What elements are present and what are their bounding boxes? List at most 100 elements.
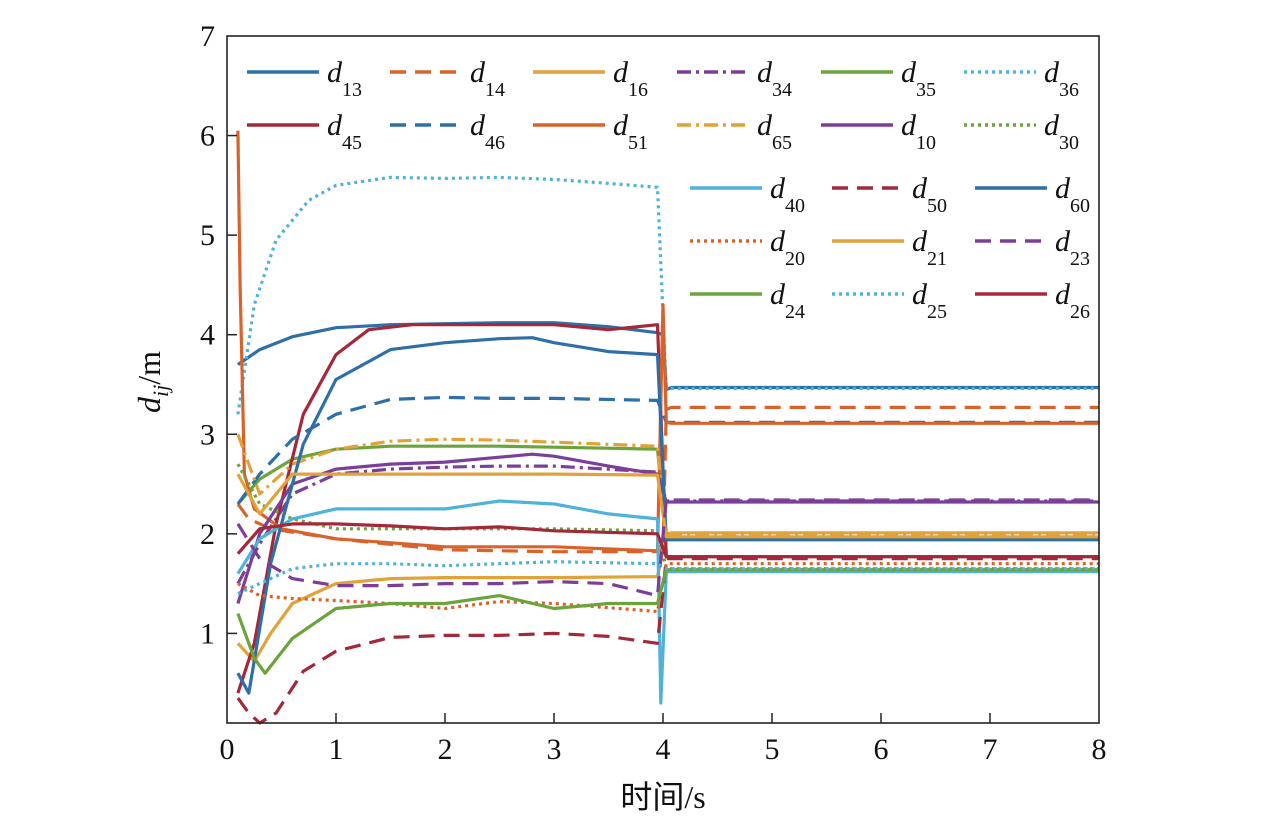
y-axis-title: dij/m bbox=[131, 351, 173, 413]
x-tick-label: 6 bbox=[874, 733, 889, 766]
legend-label-subscript: 16 bbox=[628, 79, 648, 101]
legend-label: d65 bbox=[757, 109, 792, 154]
legend-label: d21 bbox=[912, 225, 947, 270]
series-line-d50 bbox=[236, 557, 1099, 725]
y-tick-label: 3 bbox=[200, 418, 215, 451]
legend-label-subscript: 51 bbox=[628, 132, 648, 154]
legend-label: d34 bbox=[757, 56, 792, 101]
x-tick-label: 0 bbox=[220, 733, 235, 766]
legend-item-d65: d65 bbox=[677, 109, 792, 154]
legend-label-symbol: d bbox=[770, 278, 786, 311]
legend-label: d25 bbox=[912, 278, 947, 323]
legend: d13d14d16d34d35d36d45d46d51d65d10d30d40d… bbox=[247, 56, 1090, 323]
legend-item-d20: d20 bbox=[690, 225, 805, 270]
legend-label-symbol: d bbox=[901, 56, 917, 89]
legend-label-subscript: 10 bbox=[916, 132, 936, 154]
legend-label: d46 bbox=[470, 109, 505, 154]
legend-label-symbol: d bbox=[1044, 56, 1060, 89]
y-tick-label: 2 bbox=[200, 518, 215, 551]
x-tick-label: 8 bbox=[1092, 733, 1107, 766]
legend-label-subscript: 45 bbox=[342, 132, 362, 154]
legend-label: d51 bbox=[613, 109, 648, 154]
legend-item-d16: d16 bbox=[533, 56, 648, 101]
series-line-d24 bbox=[236, 568, 1099, 675]
legend-label: d13 bbox=[327, 56, 362, 101]
legend-label-symbol: d bbox=[470, 56, 486, 89]
legend-label-symbol: d bbox=[1055, 172, 1071, 205]
legend-label-subscript: 46 bbox=[485, 132, 505, 154]
legend-item-d30: d30 bbox=[964, 109, 1079, 154]
y-axis-title-sub: ij bbox=[148, 385, 173, 397]
legend-label-subscript: 60 bbox=[1070, 195, 1090, 217]
legend-label-symbol: d bbox=[613, 109, 629, 142]
legend-label-subscript: 23 bbox=[1070, 248, 1090, 270]
series-line-d65 bbox=[236, 433, 1099, 537]
y-tick-label: 4 bbox=[200, 319, 215, 352]
series-line-d20 bbox=[237, 562, 1099, 614]
legend-label-subscript: 36 bbox=[1059, 79, 1079, 101]
series-line-d26 bbox=[236, 522, 1099, 559]
x-tick-label: 7 bbox=[983, 733, 998, 766]
legend-label: d40 bbox=[770, 172, 805, 217]
series-line-d51 bbox=[236, 130, 1099, 553]
series-line-d23 bbox=[236, 498, 1099, 598]
x-axis-title: 时间/s bbox=[620, 779, 705, 815]
series-layer bbox=[236, 130, 1099, 725]
series-line-d60 bbox=[236, 336, 1099, 695]
legend-item-d25: d25 bbox=[832, 278, 947, 323]
legend-label-subscript: 50 bbox=[927, 195, 947, 217]
x-tick-label: 2 bbox=[438, 733, 453, 766]
x-tick-label: 1 bbox=[329, 733, 344, 766]
legend-item-d13: d13 bbox=[247, 56, 362, 101]
legend-label-subscript: 13 bbox=[342, 79, 362, 101]
y-tick-label: 7 bbox=[200, 20, 215, 53]
legend-item-d10: d10 bbox=[821, 109, 936, 154]
y-tick-label: 1 bbox=[200, 617, 215, 650]
legend-label-subscript: 40 bbox=[785, 195, 805, 217]
legend-label-symbol: d bbox=[770, 172, 786, 205]
legend-label: d35 bbox=[901, 56, 936, 101]
y-tick-label: 6 bbox=[200, 120, 215, 153]
series-line-d40 bbox=[236, 499, 1099, 705]
legend-label-subscript: 21 bbox=[927, 248, 947, 270]
legend-label: d30 bbox=[1044, 109, 1079, 154]
series-line-d36 bbox=[236, 175, 1099, 415]
legend-label-subscript: 25 bbox=[927, 301, 947, 323]
legend-label-symbol: d bbox=[770, 225, 786, 258]
legend-label-subscript: 34 bbox=[772, 79, 792, 101]
legend-item-d50: d50 bbox=[832, 172, 947, 217]
legend-label-symbol: d bbox=[901, 109, 917, 142]
legend-label: d50 bbox=[912, 172, 947, 217]
legend-label: d23 bbox=[1055, 225, 1090, 270]
y-tick-label: 5 bbox=[200, 219, 215, 252]
legend-item-d60: d60 bbox=[975, 172, 1090, 217]
legend-item-d23: d23 bbox=[975, 225, 1090, 270]
y-axis-title-unit: /m bbox=[131, 351, 167, 385]
legend-label-symbol: d bbox=[327, 109, 343, 142]
legend-label-symbol: d bbox=[613, 56, 629, 89]
legend-item-d24: d24 bbox=[690, 278, 805, 323]
legend-label-symbol: d bbox=[1055, 225, 1071, 258]
legend-label: d16 bbox=[613, 56, 648, 101]
legend-item-d26: d26 bbox=[975, 278, 1090, 323]
series-line-d21 bbox=[236, 472, 1099, 539]
legend-label-subscript: 35 bbox=[916, 79, 936, 101]
legend-label: d60 bbox=[1055, 172, 1090, 217]
legend-label-symbol: d bbox=[757, 109, 773, 142]
legend-label-symbol: d bbox=[912, 225, 928, 258]
legend-label-subscript: 26 bbox=[1070, 301, 1090, 323]
legend-label: d10 bbox=[901, 109, 936, 154]
legend-label: d24 bbox=[770, 278, 805, 323]
legend-label-subscript: 24 bbox=[785, 301, 805, 323]
legend-item-d51: d51 bbox=[533, 109, 648, 154]
legend-label: d20 bbox=[770, 225, 805, 270]
legend-label-symbol: d bbox=[757, 56, 773, 89]
legend-label-symbol: d bbox=[1044, 109, 1060, 142]
legend-label-symbol: d bbox=[327, 56, 343, 89]
legend-item-d21: d21 bbox=[832, 225, 947, 270]
legend-item-d40: d40 bbox=[690, 172, 805, 217]
legend-item-d36: d36 bbox=[964, 56, 1079, 101]
x-tick-label: 4 bbox=[656, 733, 671, 766]
